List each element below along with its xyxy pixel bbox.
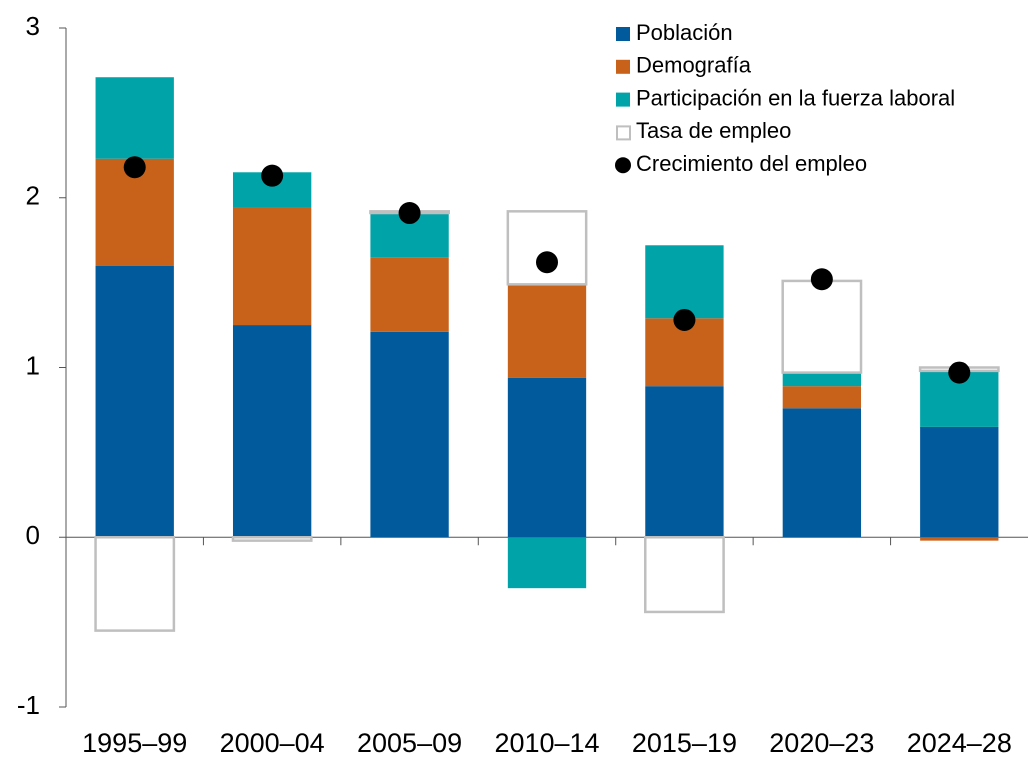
legend-label: Participación en la fuerza laboral <box>636 85 955 110</box>
y-tick-label: 2 <box>26 181 40 211</box>
bar-segment <box>507 284 587 378</box>
legend-label: Población <box>636 20 733 45</box>
legend-marker <box>616 59 630 74</box>
bar-segment <box>782 372 862 387</box>
bar-segment <box>644 536 725 614</box>
legend-marker <box>616 27 630 41</box>
x-tick-label: 2020–23 <box>769 728 874 758</box>
x-tick-label: 2005–09 <box>357 728 462 758</box>
dot <box>536 251 558 274</box>
dot <box>123 156 146 179</box>
bar-segment <box>232 325 312 538</box>
bar-segment <box>95 265 174 538</box>
dot <box>810 268 833 291</box>
y-tick-label: 0 <box>26 520 40 550</box>
bar-segment <box>232 207 312 326</box>
y-tick-label: -1 <box>17 690 40 720</box>
bar-segment <box>231 536 313 542</box>
legend-marker <box>615 157 631 174</box>
bar-segment <box>781 279 863 374</box>
bar-segment <box>506 210 588 286</box>
x-tick-label: 1995–99 <box>82 728 187 758</box>
legend-label: Tasa de empleo <box>636 118 791 143</box>
bar-segment <box>95 77 174 159</box>
bar-segment <box>645 386 724 538</box>
bar-segment <box>94 536 176 632</box>
dot <box>398 202 421 225</box>
x-tick-label: 2015–19 <box>632 728 737 758</box>
y-tick-label: 1 <box>26 350 40 380</box>
bar-segment <box>920 426 999 538</box>
bar-segment <box>507 537 587 589</box>
bar-segment <box>370 331 449 538</box>
bar-segment <box>920 537 999 541</box>
y-tick-label: 3 <box>26 11 40 41</box>
bar-segment <box>782 408 862 538</box>
legend-marker <box>616 125 631 141</box>
bar-segment <box>782 386 862 409</box>
bar-segment <box>370 257 449 332</box>
bar-segment <box>507 377 587 538</box>
x-tick-label: 2024–28 <box>907 728 1012 758</box>
dot <box>673 308 696 331</box>
dot <box>261 164 284 187</box>
x-tick-label: 2010–14 <box>494 728 599 758</box>
dot <box>948 361 971 384</box>
bar-segment <box>645 245 724 319</box>
legend-label: Crecimiento del empleo <box>636 151 867 176</box>
legend-marker <box>616 92 630 107</box>
x-tick-label: 2000–04 <box>220 728 325 758</box>
legend-label: Demografía <box>636 53 752 78</box>
